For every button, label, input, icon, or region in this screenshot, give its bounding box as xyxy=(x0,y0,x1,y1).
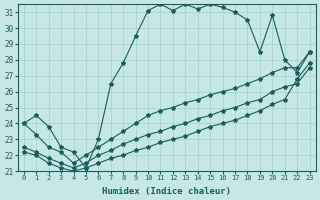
X-axis label: Humidex (Indice chaleur): Humidex (Indice chaleur) xyxy=(102,187,231,196)
